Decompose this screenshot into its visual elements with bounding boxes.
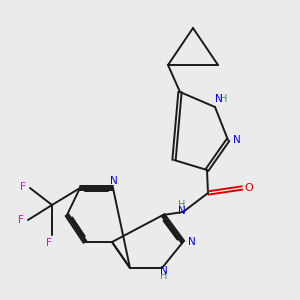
Text: N: N (188, 237, 196, 247)
Text: F: F (20, 182, 26, 191)
Text: N: N (110, 176, 118, 185)
Text: N: N (160, 266, 167, 276)
Text: F: F (46, 238, 52, 248)
Text: N: N (215, 94, 223, 103)
Text: H: H (220, 94, 228, 103)
Text: N: N (178, 206, 185, 215)
Text: F: F (19, 215, 24, 225)
Text: N: N (233, 135, 241, 145)
Text: H: H (178, 200, 185, 210)
Text: H: H (160, 272, 167, 281)
Text: O: O (244, 183, 253, 193)
